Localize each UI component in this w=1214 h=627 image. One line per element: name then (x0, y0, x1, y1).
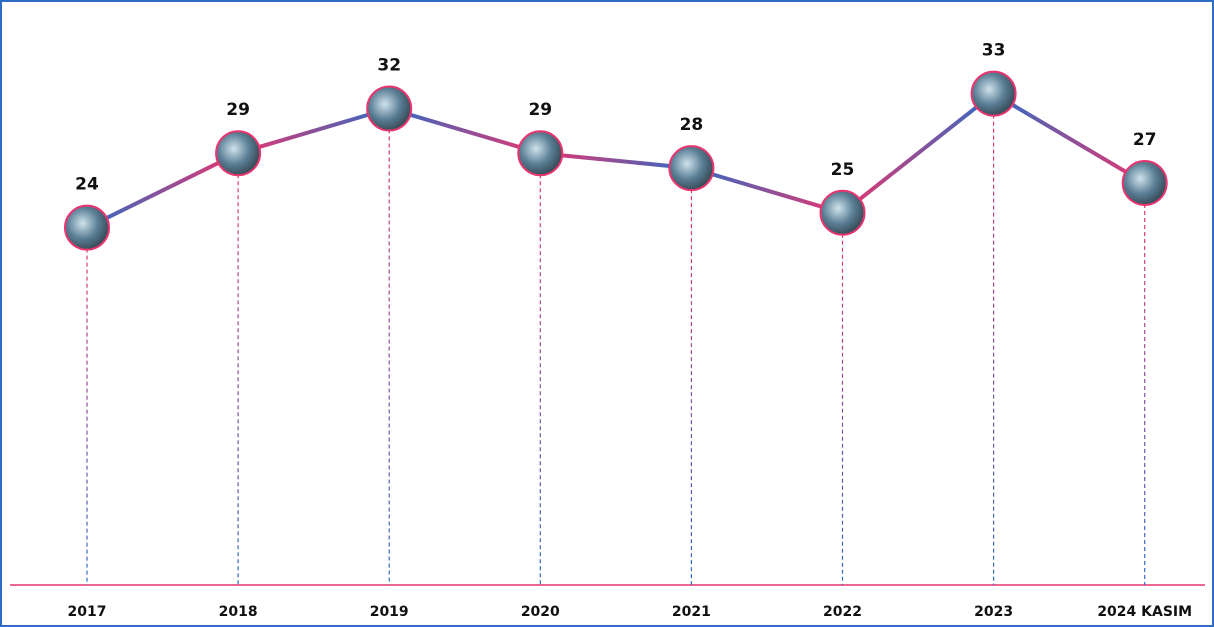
frame (1, 1, 1213, 626)
data-label: 32 (377, 56, 401, 76)
data-point (1123, 161, 1167, 205)
data-point (972, 72, 1016, 116)
data-label: 29 (226, 100, 250, 120)
data-label: 28 (680, 115, 704, 135)
data-point (518, 131, 562, 175)
x-tick-label: 2023 (974, 604, 1013, 620)
data-label: 33 (982, 41, 1006, 61)
data-label: 29 (528, 100, 552, 120)
x-tick-label: 2019 (370, 604, 409, 620)
data-point (216, 131, 260, 175)
data-point (821, 191, 865, 235)
data-label: 24 (75, 175, 99, 195)
x-tick-label: 2022 (823, 604, 862, 620)
data-label: 27 (1133, 130, 1157, 150)
chart: 24 2017 29 2018 32 2019 29 2020 28 2021 25 2022 33 20… (0, 0, 1214, 627)
data-point (367, 87, 411, 131)
page: {"chart_data": {"type": "line", "categor… (0, 0, 1214, 627)
data-label: 25 (831, 160, 855, 180)
x-tick-label: 2020 (521, 604, 560, 620)
x-tick-label: 2018 (219, 604, 258, 620)
x-tick-label: 2021 (672, 604, 711, 620)
data-point (65, 206, 109, 250)
x-tick-label: 2024 KASIM (1097, 604, 1192, 620)
x-tick-label: 2017 (68, 604, 107, 620)
data-point (669, 146, 713, 190)
